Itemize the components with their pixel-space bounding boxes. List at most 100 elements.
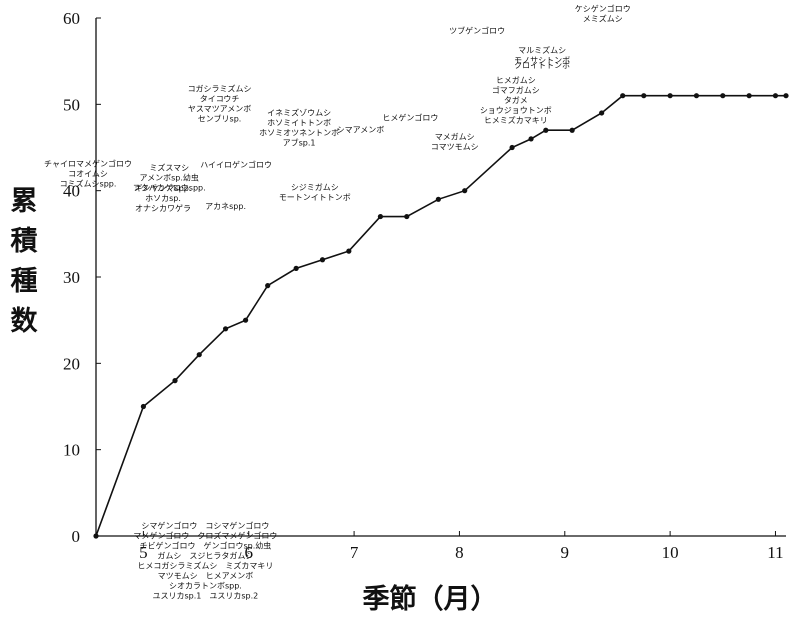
x-tick-label: 11 [767, 543, 783, 562]
annotation-line: ホソミオツネントンボ [259, 129, 339, 138]
annotation-line: イネミズゾウムシ [267, 108, 331, 118]
y-axis-label-char: 積 [11, 226, 38, 257]
annotation-line: マメガムシ [435, 132, 475, 142]
axes [95, 17, 786, 537]
annotation-line: モノサシトンボ [514, 56, 570, 65]
annotation-line: ユスリカsp.1 ユスリカsp.2 [153, 592, 259, 601]
annotation-line: マツモムシ ヒメアメンボ [158, 572, 254, 581]
annotation-line: シマゲンゴロウ コシマゲンゴロウ [141, 521, 269, 531]
data-point [528, 136, 534, 142]
annotation-line: コミズムシspp. [60, 179, 117, 189]
y-axis-label: 累積種数 [11, 186, 39, 337]
annotation-line: シオカラトンボspp. [169, 582, 242, 591]
x-tick-label: 9 [561, 543, 570, 562]
data-point [404, 213, 410, 220]
y-tick-label: 60 [63, 9, 80, 28]
annotation-line: センブリsp. [198, 114, 242, 124]
data-point [242, 317, 249, 323]
data-point [543, 127, 549, 133]
y-axis-label-char: 数 [11, 306, 39, 337]
data-point [772, 93, 779, 99]
annotation-line: ホソミイトトンボ [267, 119, 331, 128]
annotation-line: コオイムシ [68, 170, 108, 179]
annotation-line: マメゲンゴロウ クロズマメゲンゴロウ [133, 531, 277, 541]
annotation-block: ヒメゲンゴロウ [382, 112, 438, 122]
annotation-line: タイコウチ [200, 95, 240, 104]
annotation-line: ゴマフガムシ [492, 85, 540, 95]
annotation-block: ギンヤンマspp.ホソカsp.オナシカワゲラ [135, 184, 192, 213]
annotation-line: ホソカsp. [145, 194, 181, 203]
annotation-line: モートンイトトンボ [279, 193, 351, 202]
y-axis-label-char: 種 [11, 266, 38, 297]
data-point [140, 403, 147, 410]
y-axis-label-char: 累 [11, 186, 38, 217]
annotation-line: アブsp.1 [283, 138, 316, 148]
annotation-line: ヤスマツアメンボ [188, 105, 251, 114]
annotation-line: メミズムシ [583, 14, 623, 24]
data-point [293, 265, 299, 271]
data-point [222, 326, 229, 332]
data-points [93, 93, 789, 539]
annotation-line: コマツモムシ [431, 143, 479, 152]
y-tick-label: 10 [63, 441, 80, 460]
annotation-line: ヒメミズカマキリ [484, 115, 548, 125]
annotation-line: フタバカゲロウspp. [133, 183, 206, 193]
y-tick-label: 30 [63, 268, 80, 287]
annotation-block: シマアメンボ [337, 126, 385, 135]
data-point [599, 110, 605, 116]
x-axis-label: 季節（月） [363, 583, 498, 615]
data-point [319, 257, 326, 263]
x-tick-label: 8 [455, 543, 464, 562]
annotation-line: ヒメゲンゴロウ [382, 112, 438, 122]
x-tick-label: 10 [662, 543, 679, 562]
data-point [377, 213, 384, 220]
annotation-line: ショウジョウトンボ [480, 106, 552, 115]
annotation-block: ハイイロゲンゴロウ [200, 159, 272, 169]
data-point [783, 93, 789, 99]
x-tick-label: 7 [350, 543, 359, 562]
annotation-line: チビゲンゴロウ ゲンゴロウsp.幼虫 [140, 541, 272, 551]
y-tick-label: 0 [72, 527, 81, 546]
annotation-line: ミズスマシ [149, 163, 189, 173]
data-point [569, 127, 575, 133]
annotation-block: アカネspp. [205, 202, 246, 211]
annotation-line: ヒメガムシ [496, 75, 536, 85]
annotation-line: チャイロマメゲンゴロウ [44, 159, 132, 169]
y-tick-label: 50 [63, 95, 80, 114]
y-tick-label: 40 [63, 182, 80, 201]
annotation-line: アメンボsp.幼虫 [140, 173, 199, 183]
annotation-line: タガメ [504, 95, 528, 105]
annotation-block: クロイトトンボ [514, 61, 570, 70]
annotation-line: アカネspp. [205, 202, 246, 211]
data-point [435, 196, 441, 202]
annotation-line: ケシゲンゴロウ [575, 4, 631, 14]
annotation-line: オナシカワゲラ [135, 203, 191, 213]
tick-labels: 0 10 20 30 40 50 60 5 6 7 8 9 10 11 [63, 9, 784, 562]
x-tick-label: 6 [244, 543, 253, 562]
data-point [509, 144, 515, 151]
x-tick-label: 5 [139, 543, 148, 562]
annotation-line: ギンヤンマspp. [135, 184, 192, 193]
annotation-line: クロイトトンボ [514, 61, 570, 70]
annotation-line: シマアメンボ [337, 126, 385, 135]
data-point [667, 93, 673, 99]
data-point [93, 533, 99, 539]
data-point [265, 283, 271, 289]
annotation-block: ツブゲンゴロウ [449, 26, 505, 36]
data-point [746, 93, 752, 99]
data-point [693, 93, 700, 99]
data-point [620, 93, 626, 99]
data-point [641, 93, 647, 99]
data-point [462, 188, 468, 194]
annotation-line: ガムシ スジヒラタガムシ [157, 551, 253, 561]
